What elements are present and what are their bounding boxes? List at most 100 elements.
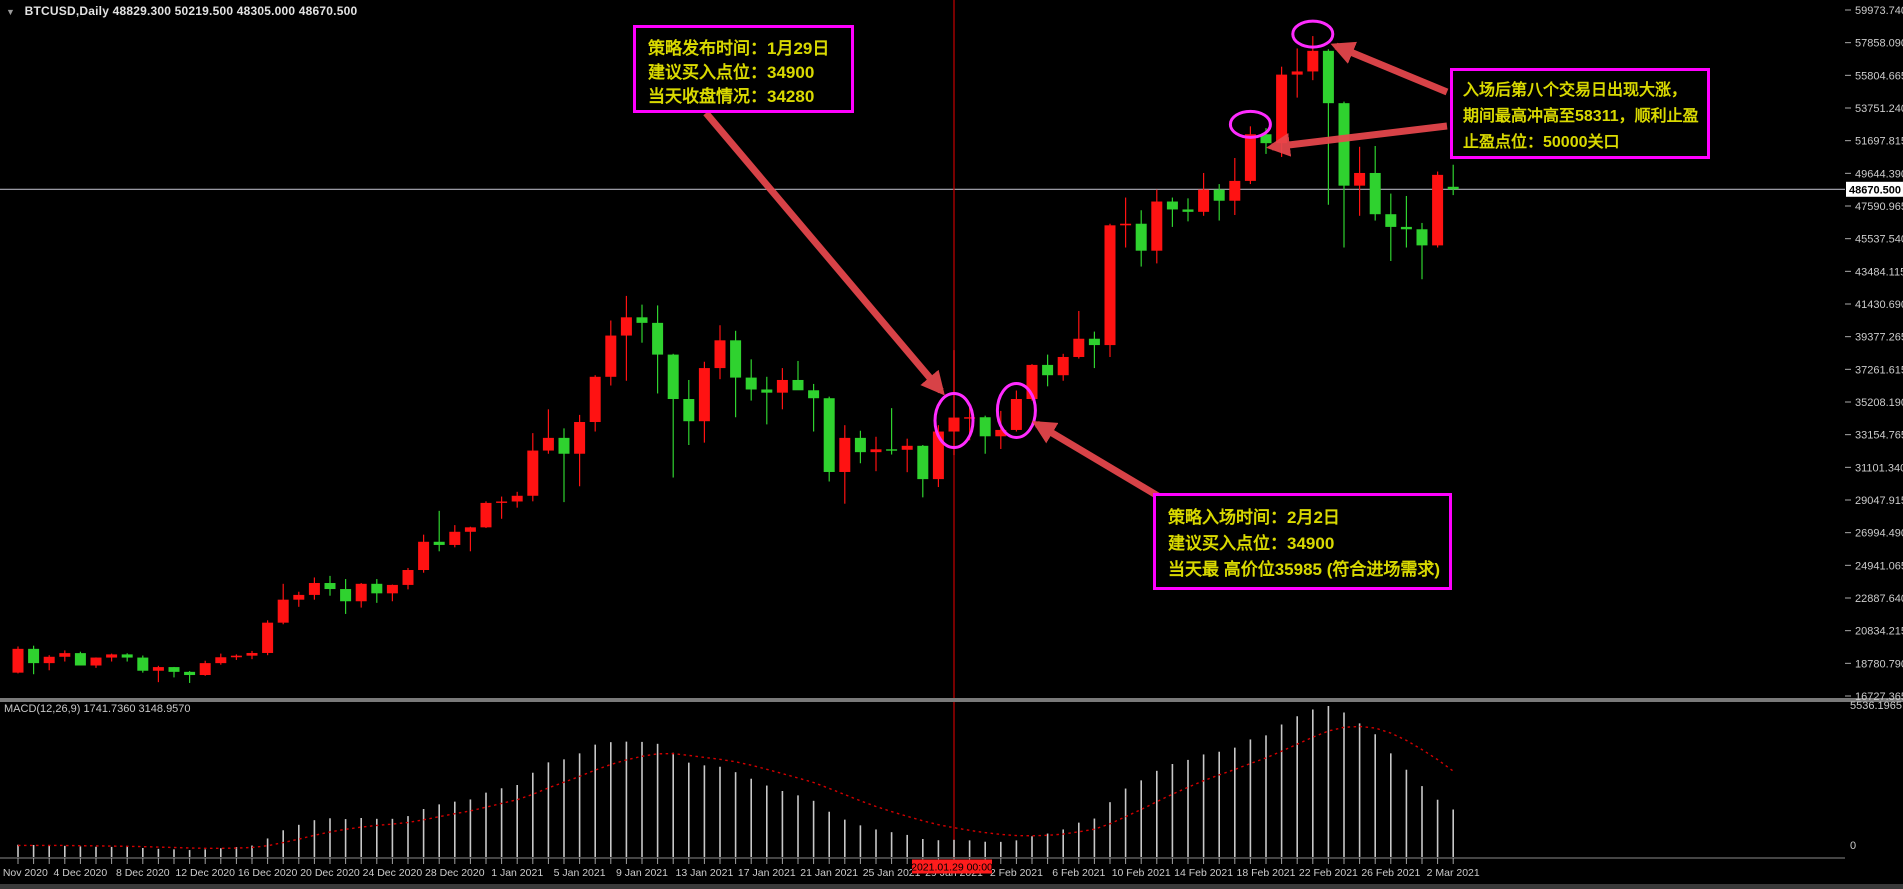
- ohlc-readout: 48829.300 50219.500 48305.000 48670.500: [112, 4, 358, 18]
- macd-indicator-label: MACD(12,26,9) 1741.7360 3148.9570: [4, 703, 191, 715]
- annotation-arrow: [1031, 420, 1160, 500]
- svg-text:48670.500: 48670.500: [1849, 184, 1901, 196]
- candlestick-series: [12, 36, 1459, 683]
- annotation-line: 入场后第八个交易日出现大涨，: [1463, 82, 1688, 99]
- annotation-line: 建议买入点位：34900: [648, 63, 815, 82]
- annotation-line: 期间最高冲高至58311，顺利止盈: [1463, 108, 1699, 125]
- svg-text:24 Dec 2020: 24 Dec 2020: [363, 867, 423, 879]
- candle: [620, 317, 632, 336]
- crosshair-date-badge: [912, 859, 992, 874]
- annotation-arrow: [1266, 122, 1448, 157]
- svg-text:26994.490: 26994.490: [1855, 528, 1903, 540]
- macd-indicator: [17, 706, 1454, 857]
- svg-text:28 Dec 2020: 28 Dec 2020: [425, 867, 485, 879]
- panel-separator[interactable]: [0, 698, 1903, 702]
- candle: [12, 648, 24, 673]
- candle: [215, 657, 227, 664]
- annotation-box-take-profit[interactable]: 入场后第八个交易日出现大涨， 期间最高冲高至58311，顺利止盈 止盈点位：50…: [1450, 68, 1710, 159]
- symbol-period-label: BTCUSD,Daily: [24, 4, 110, 18]
- svg-text:59973.740: 59973.740: [1855, 5, 1903, 17]
- svg-text:45537.540: 45537.540: [1855, 234, 1903, 246]
- svg-text:26 Feb 2021: 26 Feb 2021: [1361, 867, 1420, 879]
- candle: [121, 654, 133, 658]
- svg-text:43484.115: 43484.115: [1855, 266, 1903, 278]
- annotation-line: 当天最 高价位35985 (符合进场需求): [1168, 560, 1441, 579]
- candle: [1229, 180, 1241, 201]
- candle: [355, 583, 367, 602]
- candle: [1322, 50, 1334, 104]
- svg-text:57858.090: 57858.090: [1855, 38, 1903, 50]
- svg-text:37261.615: 37261.615: [1855, 364, 1903, 376]
- svg-text:25 Jan 2021: 25 Jan 2021: [863, 867, 921, 879]
- macd-name: MACD(12,26,9): [4, 703, 81, 715]
- price-axis[interactable]: 59973.740 57858.090 55804.665 53751.240 5169…: [1845, 5, 1903, 852]
- candle: [823, 398, 835, 472]
- candle: [932, 431, 944, 480]
- candle: [1198, 189, 1210, 212]
- candle: [386, 584, 398, 594]
- candle: [808, 390, 820, 399]
- candle: [901, 445, 913, 450]
- candle: [230, 655, 242, 658]
- candle: [28, 648, 40, 664]
- candle: [1276, 74, 1288, 144]
- candle: [199, 663, 211, 676]
- candle: [1042, 364, 1054, 376]
- candle: [839, 437, 851, 472]
- annotation-box-strategy-release[interactable]: 策略发布时间：1月29日 建议买入点位：34900 当天收盘情况：34280: [633, 25, 854, 113]
- candle: [542, 437, 554, 451]
- annotation-line: 策略入场时间：2月2日: [1168, 508, 1340, 527]
- annotation-line: 止盈点位：50000关口: [1463, 134, 1620, 151]
- candle: [1026, 364, 1038, 400]
- candle: [1338, 103, 1350, 186]
- highlight-ellipse: [995, 381, 1037, 439]
- candle: [1120, 223, 1132, 226]
- candle: [574, 422, 586, 454]
- svg-text:13 Jan 2021: 13 Jan 2021: [675, 867, 733, 879]
- candle: [1369, 172, 1381, 215]
- candle: [43, 656, 55, 664]
- candle: [137, 657, 149, 671]
- candle: [1432, 174, 1444, 246]
- candle: [917, 445, 929, 480]
- candle: [480, 502, 492, 528]
- svg-text:8 Dec 2020: 8 Dec 2020: [116, 867, 170, 879]
- candle: [59, 653, 71, 657]
- svg-text:29047.915: 29047.915: [1855, 495, 1903, 507]
- annotation-box-strategy-entry[interactable]: 策略入场时间：2月2日 建议买入点位：34900 当天最 高价位35985 (符…: [1153, 493, 1452, 590]
- candle: [854, 437, 866, 453]
- svg-text:31101.340: 31101.340: [1855, 462, 1903, 474]
- candle: [1010, 399, 1022, 430]
- candle: [1135, 223, 1147, 251]
- candle: [277, 599, 289, 623]
- candle: [1447, 186, 1459, 190]
- candle: [870, 449, 882, 453]
- svg-text:5536.1965: 5536.1965: [1850, 700, 1902, 712]
- candle: [511, 495, 523, 502]
- time-axis[interactable]: 30 Nov 2020 4 Dec 2020 8 Dec 2020 12 Dec 20…: [0, 857, 1845, 879]
- candle: [1104, 225, 1116, 346]
- candle: [714, 340, 726, 369]
- candle: [1260, 134, 1272, 144]
- candle: [1385, 214, 1397, 227]
- svg-text:14 Feb 2021: 14 Feb 2021: [1174, 867, 1233, 879]
- candle: [464, 527, 476, 532]
- candle: [1291, 71, 1303, 75]
- candle: [761, 389, 773, 393]
- svg-text:18 Feb 2021: 18 Feb 2021: [1237, 867, 1296, 879]
- candle: [886, 449, 898, 451]
- candle: [308, 583, 320, 595]
- svg-text:51697.815: 51697.815: [1855, 136, 1903, 148]
- candle: [262, 622, 274, 653]
- window-bottom-strip: [0, 884, 1903, 889]
- symbol-dropdown-icon[interactable]: ▼: [6, 7, 16, 17]
- candle: [74, 653, 86, 666]
- svg-text:22887.640: 22887.640: [1855, 593, 1903, 605]
- svg-text:49644.390: 49644.390: [1855, 168, 1903, 180]
- svg-text:12 Dec 2020: 12 Dec 2020: [175, 867, 235, 879]
- highlight-ellipses: [933, 19, 1335, 450]
- svg-text:24941.065: 24941.065: [1855, 560, 1903, 572]
- candle: [589, 376, 601, 423]
